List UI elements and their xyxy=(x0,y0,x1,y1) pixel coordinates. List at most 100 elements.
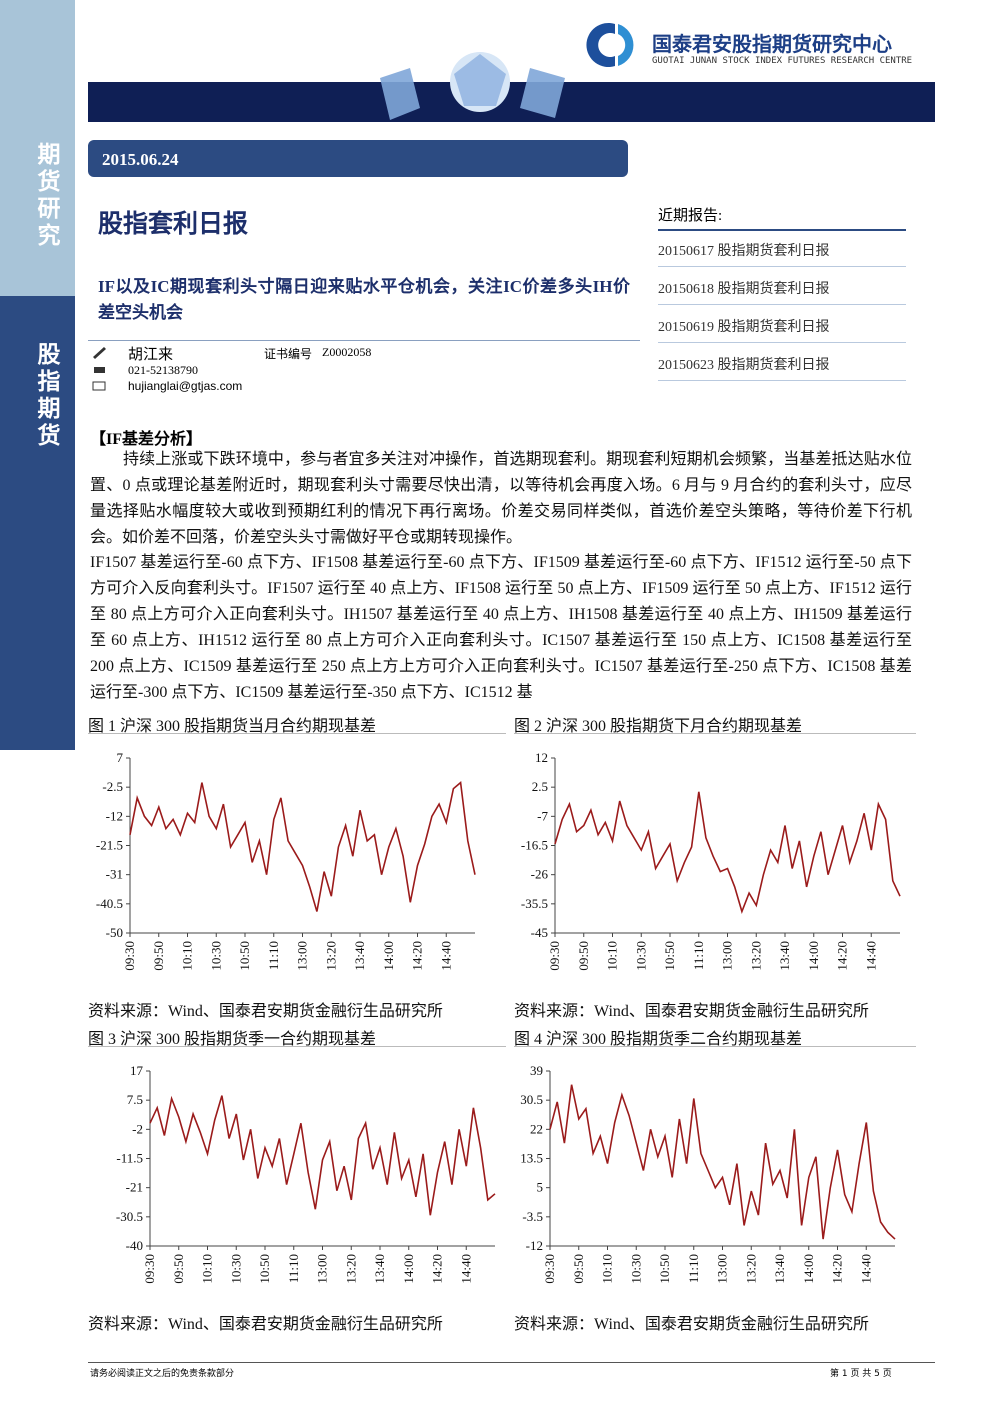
x-tick-label: 10:30 xyxy=(208,941,223,971)
y-tick-label: 17 xyxy=(130,1063,144,1078)
figure-caption: 图 3 沪深 300 股指期货季一合约期现基差 xyxy=(88,1031,377,1048)
x-tick-label: 13:40 xyxy=(772,1254,787,1284)
y-tick-label: 22 xyxy=(530,1121,543,1136)
data-line xyxy=(549,1084,896,1240)
x-tick-label: 14:40 xyxy=(458,1254,473,1284)
figure-caption: 图 2 沪深 300 股指期货下月合约期现基差 xyxy=(514,718,803,735)
x-tick-label: 13:40 xyxy=(777,941,792,971)
y-tick-label: -3.5 xyxy=(522,1209,543,1224)
figure-caption: 图 1 沪深 300 股指期货当月合约期现基差 xyxy=(88,718,377,735)
org-name-en: GUOTAI JUNAN STOCK INDEX FUTURES RESEARC… xyxy=(652,56,913,66)
disclaimer: 请务必阅读正文之后的免责条款部分 xyxy=(90,1369,235,1379)
sidebar-bottom xyxy=(0,296,75,750)
x-tick-label: 13:20 xyxy=(323,941,338,971)
recent-item: 20150619 股指期货套利日报 xyxy=(658,316,906,343)
y-tick-label: 39 xyxy=(530,1063,543,1078)
x-tick-label: 14:00 xyxy=(381,941,396,971)
y-tick-label: -11.5 xyxy=(116,1151,143,1166)
x-tick-label: 14:40 xyxy=(863,941,878,971)
email: hujianglai@gtjas.com xyxy=(128,379,243,393)
y-tick-label: -45 xyxy=(531,925,548,940)
y-tick-label: -2 xyxy=(132,1121,143,1136)
data-line xyxy=(149,1095,496,1216)
x-tick-label: 14:20 xyxy=(430,1254,445,1284)
y-tick-label: -31 xyxy=(106,867,123,882)
page-number: 第 1 页 共 5 页 xyxy=(830,1369,892,1379)
x-tick-label: 10:30 xyxy=(633,941,648,971)
paragraph: 持续上涨或下跌环境中，参与者宜多关注对冲操作，首选期现套利。期现套利短期机会频繁… xyxy=(90,451,912,546)
y-tick-label: 2.5 xyxy=(532,779,548,794)
x-tick-label: 14:40 xyxy=(438,941,453,971)
y-tick-label: 5 xyxy=(537,1180,544,1195)
data-line xyxy=(129,781,476,912)
y-tick-label: -21 xyxy=(126,1180,143,1195)
paragraph: IF1507 基差运行至-60 点下方、IF1508 基差运行至-60 点下方、… xyxy=(90,554,912,701)
x-tick-label: 10:50 xyxy=(257,1254,272,1284)
y-tick-label: -40 xyxy=(126,1238,143,1253)
y-tick-label: -2.5 xyxy=(102,779,123,794)
x-tick-label: 10:10 xyxy=(605,941,620,971)
x-tick-label: 10:50 xyxy=(657,1254,672,1284)
date-bar xyxy=(88,140,628,177)
y-tick-label: -21.5 xyxy=(96,838,123,853)
x-tick-label: 09:30 xyxy=(547,941,562,971)
x-tick-label: 09:50 xyxy=(576,941,591,971)
figure-caption: 图 4 沪深 300 股指期货季二合约期现基差 xyxy=(514,1031,803,1048)
y-tick-label: -50 xyxy=(106,925,123,940)
x-tick-label: 10:30 xyxy=(628,1254,643,1284)
author: 胡江来 xyxy=(128,347,174,363)
x-tick-label: 10:30 xyxy=(228,1254,243,1284)
figure-frame xyxy=(88,733,506,734)
y-tick-label: -35.5 xyxy=(521,896,548,911)
y-tick-label: 7 xyxy=(117,750,124,765)
figure-source: 资料来源：Wind、国泰君安期货金融衍生品研究所 xyxy=(88,1316,443,1333)
data-line xyxy=(554,791,901,914)
figure-source: 资料来源：Wind、国泰君安期货金融衍生品研究所 xyxy=(88,1003,443,1020)
x-tick-label: 13:00 xyxy=(720,941,735,971)
figure-source: 资料来源：Wind、国泰君安期货金融衍生品研究所 xyxy=(514,1003,869,1020)
x-tick-label: 09:30 xyxy=(142,1254,157,1284)
figure-source: 资料来源：Wind、国泰君安期货金融衍生品研究所 xyxy=(514,1316,869,1333)
y-tick-label: -16.5 xyxy=(521,838,548,853)
x-tick-label: 10:50 xyxy=(237,941,252,971)
x-tick-label: 14:20 xyxy=(410,941,425,971)
recent-item: 20150618 股指期货套利日报 xyxy=(658,278,906,305)
y-tick-label: 13.5 xyxy=(520,1151,543,1166)
x-tick-label: 13:20 xyxy=(343,1254,358,1284)
x-tick-label: 09:50 xyxy=(151,941,166,971)
x-tick-label: 09:50 xyxy=(571,1254,586,1284)
report-title: 股指套利日报 xyxy=(98,209,249,238)
x-tick-label: 14:20 xyxy=(835,941,850,971)
x-tick-label: 13:20 xyxy=(748,941,763,971)
sidebar-top-text: 期货研究 xyxy=(37,142,61,249)
x-tick-label: 11:10 xyxy=(686,1254,701,1283)
sidebar-top xyxy=(0,0,75,296)
x-tick-label: 13:00 xyxy=(295,941,310,971)
y-tick-label: -7 xyxy=(537,808,548,823)
x-tick-label: 14:00 xyxy=(401,1254,416,1284)
y-tick-label: -30.5 xyxy=(116,1209,143,1224)
report-date: 2015.06.24 xyxy=(102,150,179,169)
y-tick-label: -12 xyxy=(106,808,123,823)
y-tick-label: -40.5 xyxy=(96,896,123,911)
recent-item: 20150623 股指期货套利日报 xyxy=(658,354,906,381)
x-tick-label: 10:10 xyxy=(180,941,195,971)
x-tick-label: 09:30 xyxy=(122,941,137,971)
phone: 021-52138790 xyxy=(128,363,198,377)
sidebar-bottom-text: 股指期货 xyxy=(37,342,61,449)
section-heading: 【IF基差分析】 xyxy=(90,431,203,448)
x-tick-label: 10:10 xyxy=(200,1254,215,1284)
recent-item: 20150617 股指期货套利日报 xyxy=(658,240,906,267)
figure-frame xyxy=(514,1046,916,1047)
x-tick-label: 09:50 xyxy=(171,1254,186,1284)
x-tick-label: 13:00 xyxy=(315,1254,330,1284)
contact-icons xyxy=(92,347,106,391)
y-tick-label: -26 xyxy=(531,867,549,882)
x-tick-label: 10:50 xyxy=(662,941,677,971)
x-tick-label: 14:00 xyxy=(806,941,821,971)
x-tick-label: 13:40 xyxy=(372,1254,387,1284)
